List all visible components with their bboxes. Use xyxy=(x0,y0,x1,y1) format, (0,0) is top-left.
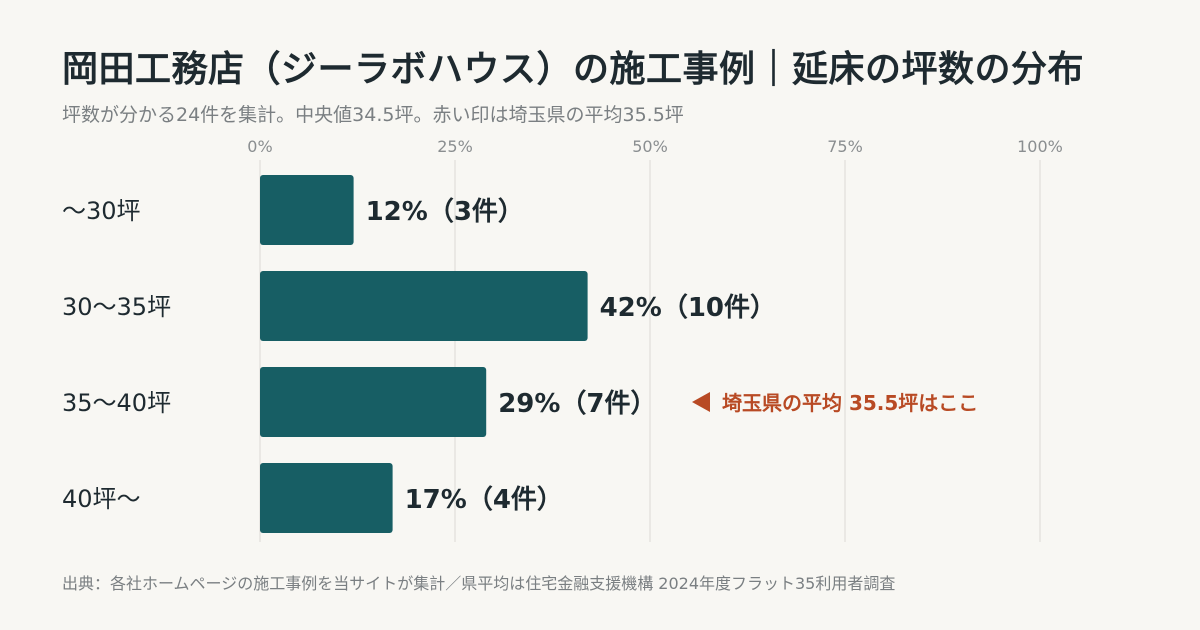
category-label: 30〜35坪 xyxy=(62,293,171,321)
bar xyxy=(260,175,354,245)
x-tick-label: 50% xyxy=(632,137,668,156)
chart-title: 岡田工務店（ジーラボハウス）の施工事例｜延床の坪数の分布 xyxy=(62,49,1085,90)
value-label: 42%（10件） xyxy=(600,293,776,323)
x-tick-label: 75% xyxy=(827,137,863,156)
chart-subtitle: 坪数が分かる24件を集計。中央値34.5坪。赤い印は埼玉県の平均35.5坪 xyxy=(62,104,684,126)
value-label: 29%（7件） xyxy=(498,389,656,419)
x-tick-label: 100% xyxy=(1017,137,1063,156)
bar xyxy=(260,463,393,533)
x-tick-label: 25% xyxy=(437,137,473,156)
category-label: 〜30坪 xyxy=(62,197,141,225)
annotation-label: 埼玉県の平均 35.5坪はここ xyxy=(722,391,978,415)
category-label: 35〜40坪 xyxy=(62,389,171,417)
source-footnote: 出典：各社ホームページの施工事例を当サイトが集計／県平均は住宅金融支援機構 20… xyxy=(62,574,896,593)
value-label: 12%（3件） xyxy=(366,197,524,227)
value-label: 17%（4件） xyxy=(405,485,563,515)
bar xyxy=(260,271,588,341)
annotation-arrow-icon xyxy=(692,392,710,412)
x-tick-label: 0% xyxy=(247,137,272,156)
bar xyxy=(260,367,487,437)
category-label: 40坪〜 xyxy=(62,485,141,513)
